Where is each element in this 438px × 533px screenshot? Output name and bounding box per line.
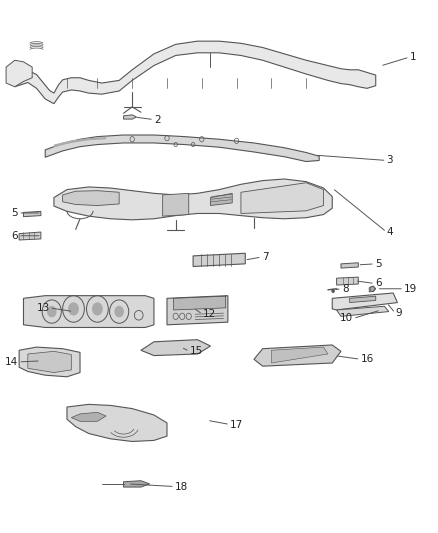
Polygon shape <box>24 296 154 327</box>
Text: 15: 15 <box>190 346 203 357</box>
Polygon shape <box>173 296 226 310</box>
Polygon shape <box>272 347 328 363</box>
Text: 18: 18 <box>175 481 188 491</box>
Circle shape <box>332 289 335 293</box>
Text: 6: 6 <box>375 278 381 288</box>
Text: 13: 13 <box>36 303 49 313</box>
Polygon shape <box>19 347 80 377</box>
Text: 9: 9 <box>396 308 402 318</box>
Text: 6: 6 <box>12 231 18 241</box>
Text: 14: 14 <box>5 357 18 367</box>
Polygon shape <box>193 253 245 266</box>
Polygon shape <box>54 179 332 220</box>
Polygon shape <box>211 193 232 206</box>
Text: 5: 5 <box>375 259 381 269</box>
Circle shape <box>68 302 79 316</box>
Text: 8: 8 <box>342 284 349 294</box>
Text: 4: 4 <box>387 227 393 237</box>
Polygon shape <box>19 232 41 240</box>
Text: 3: 3 <box>387 156 393 165</box>
Text: 16: 16 <box>360 354 374 364</box>
Polygon shape <box>67 405 167 441</box>
Polygon shape <box>63 191 119 206</box>
Polygon shape <box>336 306 389 317</box>
Text: 5: 5 <box>12 208 18 218</box>
Circle shape <box>92 302 103 316</box>
Text: 17: 17 <box>230 419 243 430</box>
Polygon shape <box>162 193 189 216</box>
Text: 19: 19 <box>404 284 417 294</box>
Polygon shape <box>124 481 150 487</box>
Polygon shape <box>6 60 32 87</box>
Polygon shape <box>341 263 358 268</box>
Polygon shape <box>369 286 376 292</box>
Polygon shape <box>241 183 324 214</box>
Polygon shape <box>336 277 358 285</box>
Polygon shape <box>124 115 137 119</box>
Text: 10: 10 <box>340 313 353 324</box>
Polygon shape <box>54 137 106 147</box>
Polygon shape <box>45 135 319 161</box>
Polygon shape <box>350 296 376 303</box>
Polygon shape <box>15 41 376 104</box>
Polygon shape <box>71 413 106 421</box>
Polygon shape <box>332 293 397 310</box>
Text: 1: 1 <box>410 52 416 62</box>
Polygon shape <box>141 340 211 356</box>
Text: 7: 7 <box>262 252 268 262</box>
Polygon shape <box>254 345 341 366</box>
Text: 12: 12 <box>203 309 216 319</box>
Polygon shape <box>167 296 228 325</box>
Circle shape <box>114 306 124 317</box>
Circle shape <box>47 306 57 317</box>
Text: 2: 2 <box>154 115 161 125</box>
Polygon shape <box>28 351 71 373</box>
Polygon shape <box>24 212 41 216</box>
